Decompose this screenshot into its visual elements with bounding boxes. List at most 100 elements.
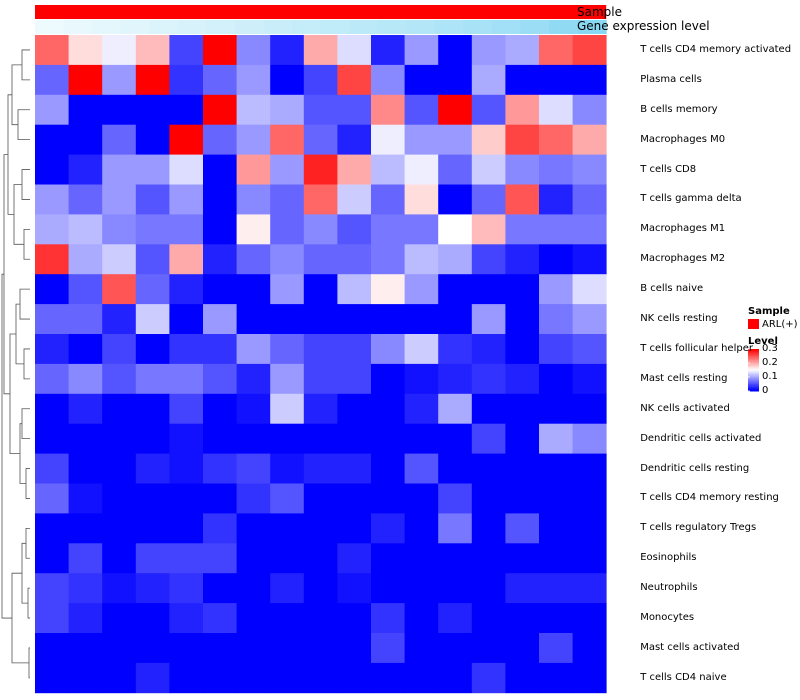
heatmap-cell — [404, 244, 439, 275]
gene-expression-cell — [406, 20, 436, 34]
heatmap-cell — [539, 513, 573, 544]
heatmap-cell — [135, 453, 170, 484]
row-label: Neutrophils — [640, 582, 698, 594]
heatmap-cell — [404, 64, 439, 96]
heatmap-cell — [572, 304, 607, 335]
heatmap-cell — [438, 573, 473, 604]
heatmap-cell — [572, 513, 607, 544]
heatmap-cell — [303, 633, 338, 664]
dendrogram-branch — [7, 94, 14, 215]
gene-expression-cell — [120, 20, 150, 34]
heatmap-cell — [236, 304, 271, 335]
dendrogram-branch — [27, 587, 30, 619]
heatmap-cell — [371, 35, 405, 66]
heatmap-cell — [270, 334, 305, 365]
heatmap-cell — [236, 35, 271, 66]
heatmap-cell — [102, 94, 137, 126]
heatmap-cell — [102, 184, 137, 215]
heatmap-cell — [371, 214, 405, 245]
heatmap-cell — [68, 513, 103, 544]
heatmap-cell — [102, 334, 137, 365]
heatmap-cell — [270, 543, 305, 574]
heatmap-cell — [203, 633, 237, 664]
heatmap-cell — [539, 393, 573, 425]
row-label: Macrophages M0 — [640, 133, 726, 145]
heatmap-cell — [203, 124, 237, 155]
row-label: Dendritic cells resting — [640, 462, 750, 474]
heatmap-cell — [270, 423, 305, 454]
heatmap-cell — [505, 244, 540, 275]
heatmap-cell — [203, 304, 237, 335]
heatmap-cell — [236, 633, 271, 664]
colorbar-segment — [748, 382, 759, 385]
heatmap-cell — [572, 184, 607, 215]
heatmap-cell — [236, 513, 271, 544]
heatmap-cell — [404, 573, 439, 604]
heatmap-cell — [35, 363, 69, 395]
heatmap-cell — [203, 393, 237, 425]
heatmap-cell — [572, 423, 607, 454]
heatmap-cell — [404, 35, 439, 66]
colorbar-segment — [748, 363, 759, 365]
heatmap-cell — [505, 633, 540, 664]
colorbar-segment — [748, 374, 759, 377]
heatmap-cell — [371, 453, 405, 484]
heatmap-cell — [471, 334, 506, 365]
heatmap-cell — [539, 35, 573, 66]
heatmap-cell — [337, 94, 372, 126]
heatmap-cell — [572, 334, 607, 365]
dendrogram-branch — [21, 542, 28, 604]
heatmap-cells — [35, 35, 607, 694]
heatmap-cell — [371, 363, 405, 395]
heatmap-cell — [35, 543, 69, 574]
heatmap-cell — [135, 124, 170, 155]
row-label: Macrophages M2 — [640, 253, 726, 265]
colorbar-segment — [748, 384, 759, 386]
heatmap-cell — [371, 513, 405, 544]
heatmap-cell — [270, 662, 305, 694]
heatmap-cell — [169, 334, 204, 365]
heatmap-cell — [371, 94, 405, 126]
heatmap-cell — [102, 393, 137, 425]
heatmap-cell — [337, 214, 372, 245]
row-label: T cells CD4 naive — [640, 671, 727, 683]
row-dendrogram — [1, 49, 30, 679]
heatmap-cell — [35, 94, 69, 126]
heatmap-cell — [203, 94, 237, 126]
heatmap-cell — [337, 124, 372, 155]
colorbar-segment — [748, 372, 759, 375]
heatmap-cell — [102, 633, 137, 664]
heatmap-cell — [303, 393, 338, 425]
gene-expression-cell — [177, 20, 207, 34]
heatmap-cell — [102, 154, 137, 185]
heatmap-cell — [236, 662, 271, 694]
heatmap-cell — [539, 184, 573, 215]
heatmap-cell — [404, 453, 439, 484]
dendrogram-branch — [3, 154, 10, 395]
heatmap-cell — [169, 423, 204, 454]
heatmap-cell — [471, 603, 506, 634]
heatmap-cell — [169, 513, 204, 544]
heatmap-cell — [68, 603, 103, 634]
heatmap-cell — [371, 633, 405, 664]
heatmap-cell — [35, 184, 69, 215]
heatmap-cell — [371, 334, 405, 365]
row-label: T cells CD8 — [640, 163, 697, 175]
heatmap-cell — [68, 214, 103, 245]
heatmap-cell — [270, 184, 305, 215]
heatmap-cell — [169, 35, 204, 66]
heatmap-cell — [404, 184, 439, 215]
row-label: Mast cells activated — [640, 641, 740, 653]
gene-expression-cell — [577, 20, 607, 34]
colorbar-segment — [748, 360, 759, 363]
heatmap-cell — [68, 633, 103, 664]
heatmap-cell — [35, 393, 69, 425]
heatmap-cell — [572, 393, 607, 425]
heatmap-cell — [438, 423, 473, 454]
heatmap-cell — [102, 363, 137, 395]
heatmap-cell — [236, 94, 271, 126]
heatmap-cell — [471, 483, 506, 514]
colorbar-segment — [748, 378, 759, 381]
heatmap-cell — [438, 483, 473, 514]
heatmap-cell — [135, 363, 170, 395]
